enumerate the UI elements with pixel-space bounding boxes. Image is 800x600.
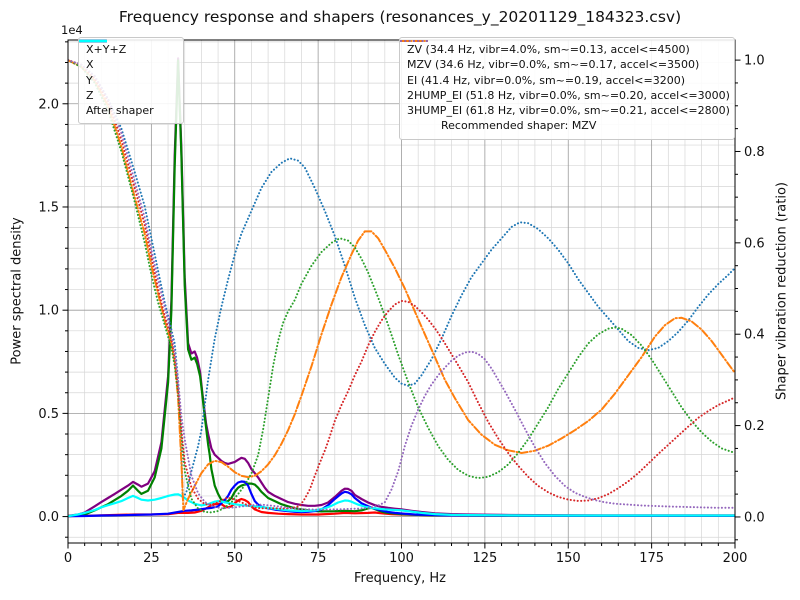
legend-item-label: After shaper <box>86 104 154 118</box>
axis-tick-labels: 0 25 50 75 100 125 150 175 200 0.0 0.5 1.0 1.5 2.0 0.0… <box>38 54 764 566</box>
legend-item-y: Y <box>79 39 176 88</box>
y-right-tick-label: 0.8 <box>744 145 765 160</box>
legend-item-xyz: X+Y+Z <box>79 39 176 57</box>
legend-item-x: X <box>79 39 176 72</box>
y-left-tick-label: 2.0 <box>38 97 59 112</box>
chart-title: Frequency response and shapers (resonanc… <box>118 8 682 26</box>
legend-item-label: Recommended shaper: MZV <box>441 119 597 133</box>
series-y <box>68 59 735 518</box>
shaper-legend: ZV (34.4 Hz, vibr=4.0%, sm~=0.13, accel<… <box>399 37 735 140</box>
legend-item-label: Y <box>86 73 93 87</box>
y-right-tick-label: 0.4 <box>744 328 765 343</box>
x-tick-label: 75 <box>310 551 327 566</box>
y-left-tick-label: 1.5 <box>38 200 59 215</box>
legend-item-label: Z <box>86 88 94 102</box>
legend-item-ei: EI (41.4 Hz, vibr=0.0%, sm~=0.19, accel<… <box>400 39 727 88</box>
x-tick-label: 175 <box>639 551 664 566</box>
legend-item-label: ZV (34.4 Hz, vibr=4.0%, sm~=0.13, accel<… <box>407 43 690 56</box>
y-right-tick-label: 0.2 <box>744 419 765 434</box>
series-group <box>68 57 735 518</box>
legend-item-label: 2HUMP_EI (51.8 Hz, vibr=0.0%, sm~=0.20, … <box>407 88 730 102</box>
legend-item-label: 3HUMP_EI (61.8 Hz, vibr=0.0%, sm~=0.21, … <box>407 104 730 118</box>
x-tick-label: 0 <box>64 551 72 566</box>
x-axis-label: Frequency, Hz <box>353 571 447 586</box>
legend-item-label: EI (41.4 Hz, vibr=0.0%, sm~=0.19, accel<… <box>407 73 685 87</box>
x-tick-label: 150 <box>556 551 581 566</box>
legend-item-label: X <box>86 58 94 72</box>
x-tick-label: 50 <box>226 551 243 566</box>
legend-item-hump2: 2HUMP_EI (51.8 Hz, vibr=0.0%, sm~=0.20, … <box>400 39 730 103</box>
x-tick-label: 25 <box>143 551 160 566</box>
series-hump2 <box>68 59 735 510</box>
y-right-tick-label: 0.6 <box>744 236 765 251</box>
legend-item-mzv: MZV (34.6 Hz, vibr=0.0%, sm~=0.17, accel… <box>400 39 727 72</box>
y-left-tick-label: 0.5 <box>38 407 59 422</box>
psd-legend: X+Y+Z X Y Z After shaper <box>78 37 184 125</box>
legend-item-z: Z <box>79 39 176 103</box>
legend-item-label: MZV (34.6 Hz, vibr=0.0%, sm~=0.17, accel… <box>407 58 700 72</box>
legend-item-zv: ZV (34.4 Hz, vibr=4.0%, sm~=0.13, accel<… <box>400 39 727 57</box>
y-left-tick-label: 1.0 <box>38 304 59 319</box>
legend-item-after: After shaper <box>79 39 176 118</box>
legend-line-sample <box>79 39 107 43</box>
legend-line-sample <box>400 39 428 43</box>
y-left-tick-label: 0.0 <box>38 510 59 525</box>
x-tick-label: 125 <box>472 551 497 566</box>
left-y-axis-label: Power spectral density <box>9 217 25 365</box>
legend-item-label: X+Y+Z <box>86 43 127 56</box>
legend-item-hump3: 3HUMP_EI (61.8 Hz, vibr=0.0%, sm~=0.21, … <box>400 39 730 118</box>
x-tick-label: 100 <box>389 551 414 566</box>
legend-item-recommendation: Recommended shaper: MZV <box>407 119 727 133</box>
y-axis-offset-label: 1e4 <box>61 23 83 37</box>
x-tick-label: 200 <box>723 551 748 566</box>
series-hump3 <box>68 59 735 511</box>
y-right-tick-label: 0.0 <box>744 510 765 525</box>
series-mzv <box>68 59 735 512</box>
y-right-tick-label: 1.0 <box>744 54 765 69</box>
axis-ticks <box>62 41 741 549</box>
right-y-axis-label: Shaper vibration reduction (ratio) <box>774 182 790 400</box>
series-xyz <box>68 57 735 517</box>
